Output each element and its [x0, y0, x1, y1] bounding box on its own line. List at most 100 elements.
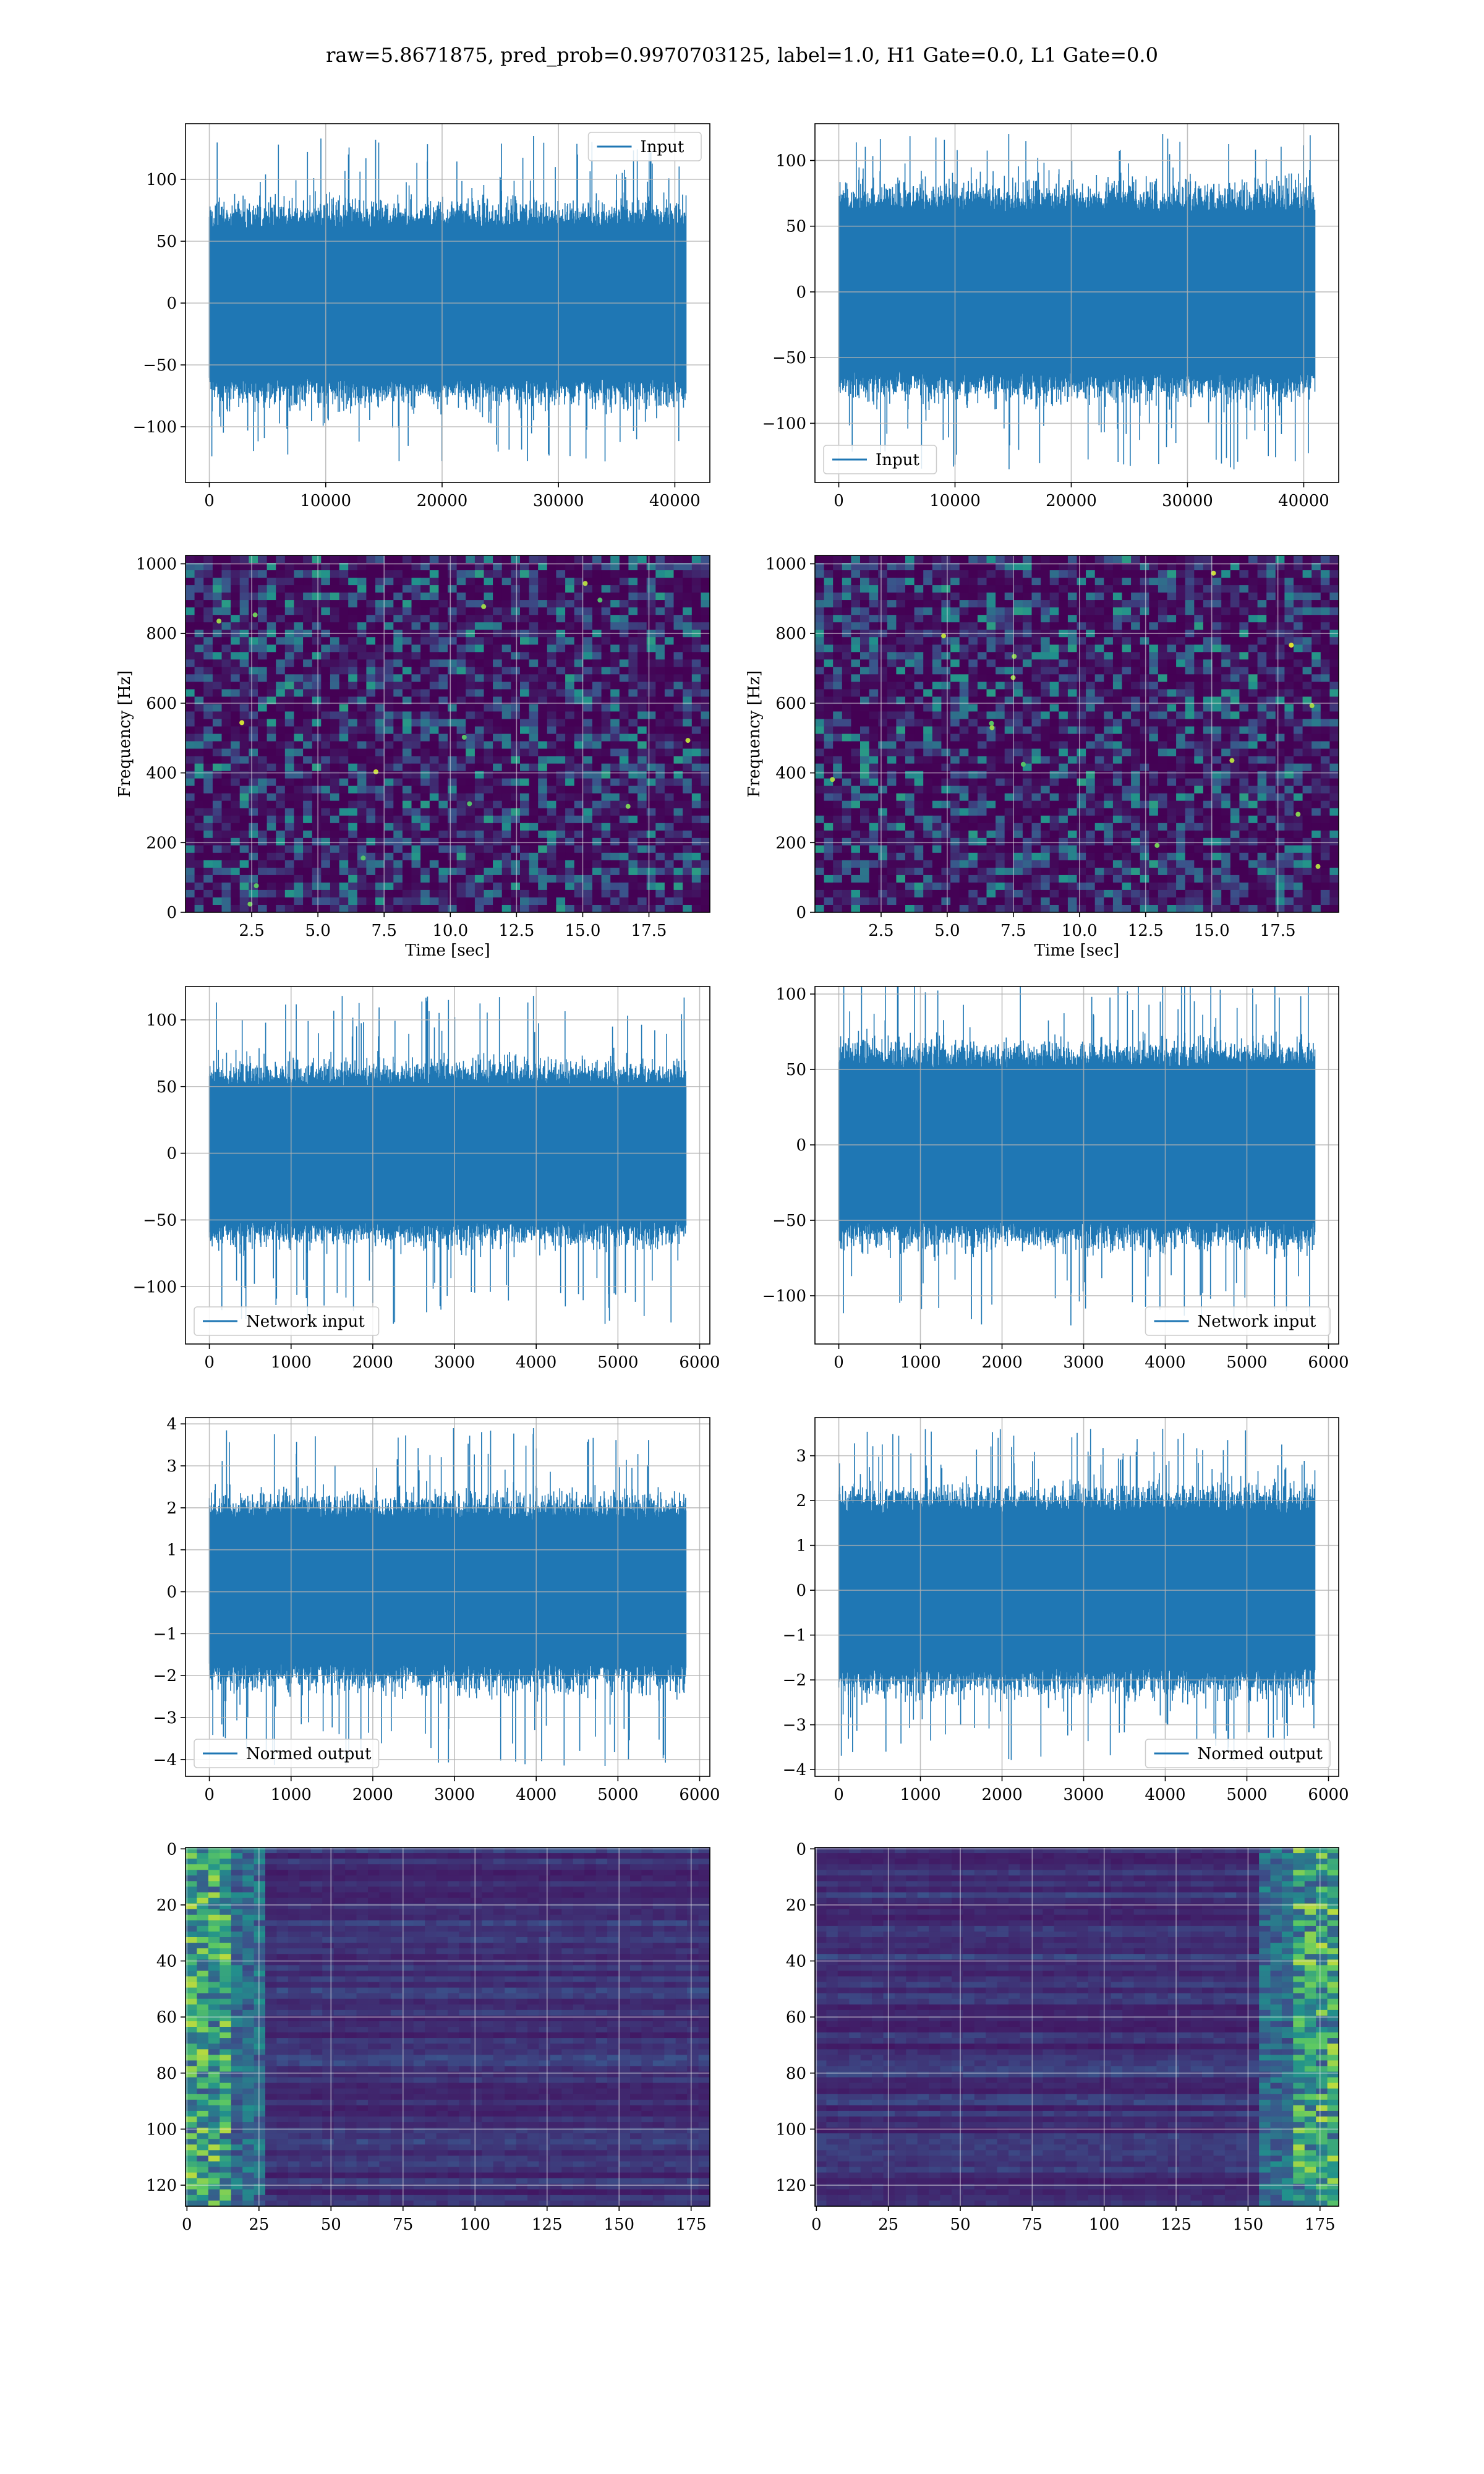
heatmap-cell: [249, 682, 258, 690]
heatmap-cell: [284, 615, 294, 623]
heatmap-cell: [646, 593, 656, 601]
heatmap-cell: [547, 585, 556, 593]
heatmap-cell: [1294, 585, 1303, 593]
heatmap-cell: [239, 711, 249, 719]
heatmap-cell: [860, 563, 870, 571]
heatmap-cell: [393, 719, 403, 727]
heatmap-cell: [456, 845, 466, 854]
heatmap-cell: [977, 585, 987, 593]
heatmap-cell: [833, 600, 843, 608]
heatmap-cell: [1104, 748, 1114, 757]
heatmap-cell: [914, 622, 924, 630]
heatmap-cell: [511, 867, 521, 876]
heatmap-cell: [1167, 748, 1177, 757]
heatmap-cell: [276, 585, 286, 593]
heatmap-cell: [194, 748, 204, 757]
heatmap-cell: [815, 696, 825, 704]
heatmap-cell: [1131, 741, 1141, 750]
heatmap-cell: [520, 800, 530, 809]
heatmap-cell: [402, 837, 412, 846]
heatmap-cell: [203, 823, 213, 831]
heatmap-cell: [357, 585, 367, 593]
heatmap-cell: [411, 682, 421, 690]
heatmap-cell: [1077, 607, 1086, 615]
heatmap-cell: [986, 644, 996, 653]
heatmap-cell: [393, 852, 403, 861]
heatmap-cell: [330, 674, 340, 682]
heatmap-cell: [1221, 637, 1231, 645]
heatmap-cell: [1311, 771, 1321, 779]
heatmap-cell: [348, 815, 358, 824]
heatmap-cell: [348, 659, 358, 667]
heatmap-cell: [212, 726, 223, 735]
heatmap-cell: [842, 763, 851, 772]
heatmap-cell: [493, 578, 503, 586]
heatmap-cell: [896, 756, 906, 764]
heatmap-cell: [284, 696, 294, 704]
heatmap-cell: [221, 748, 231, 757]
heatmap-cell: [267, 555, 276, 563]
heatmap-cell: [484, 837, 493, 846]
heatmap-cell: [321, 741, 331, 750]
heatmap-cell: [833, 704, 843, 712]
heatmap-cell: [529, 555, 539, 563]
heatmap-cell: [869, 593, 879, 601]
heatmap-cell: [905, 815, 915, 824]
heatmap-cell: [968, 800, 978, 809]
heatmap-cell: [366, 667, 376, 675]
heatmap-cell: [932, 578, 942, 586]
heatmap-cell: [1004, 615, 1014, 623]
heatmap-cell: [348, 875, 358, 883]
heatmap-cell: [1112, 815, 1123, 824]
heatmap-cell: [646, 607, 656, 615]
heatmap-cell: [312, 570, 322, 578]
heatmap-cell: [905, 711, 915, 719]
heatmap-cell: [1248, 696, 1258, 704]
heatmap-cell: [619, 615, 629, 623]
heatmap-cell: [1104, 726, 1114, 735]
heatmap-cell: [610, 652, 620, 660]
heatmap-cell: [833, 793, 843, 802]
heatmap-cell: [1140, 607, 1149, 615]
heatmap-cell: [438, 615, 448, 623]
heatmap-cell: [824, 600, 834, 608]
heatmap-cell: [484, 748, 493, 757]
heatmap-cell: [842, 696, 851, 704]
heatmap-cell: [303, 830, 313, 839]
heatmap-cell: [1049, 600, 1059, 608]
heatmap-cell: [1104, 719, 1114, 727]
heatmap-cell: [438, 748, 448, 757]
heatmap-cell: [538, 785, 548, 794]
heatmap-cell: [1302, 674, 1312, 682]
heatmap-cell: [303, 734, 313, 742]
heatmap-cell: [950, 600, 960, 608]
heatmap-cell: [194, 875, 204, 883]
heatmap-cell: [402, 689, 412, 697]
heatmap-cell: [701, 682, 710, 690]
heatmap-cell: [583, 570, 593, 578]
heatmap-cell: [203, 622, 213, 630]
heatmap-cell: [466, 860, 475, 868]
heatmap-cell: [529, 889, 539, 898]
heatmap-cell: [1167, 585, 1177, 593]
heatmap-cell: [303, 823, 313, 831]
heatmap-cell: [393, 726, 403, 735]
heatmap-cell: [1094, 711, 1104, 719]
heatmap-cell: [1041, 808, 1051, 816]
heatmap-cell: [638, 667, 647, 675]
heatmap-cell: [529, 778, 539, 787]
heatmap-cell: [1086, 711, 1096, 719]
heatmap-cell: [887, 600, 897, 608]
heatmap-cell: [186, 674, 195, 682]
heatmap-cell: [655, 555, 665, 563]
heatmap-cell: [1004, 748, 1014, 757]
heatmap-cell: [1004, 563, 1014, 571]
heatmap-cell: [833, 808, 843, 816]
heatmap-cell: [1212, 785, 1222, 794]
heatmap-cell: [815, 555, 825, 563]
heatmap-cell: [1041, 793, 1051, 802]
heatmap-cell: [1221, 667, 1231, 675]
heatmap-cell: [375, 563, 385, 571]
heatmap-cell: [267, 748, 276, 757]
heatmap-cell: [565, 607, 575, 615]
